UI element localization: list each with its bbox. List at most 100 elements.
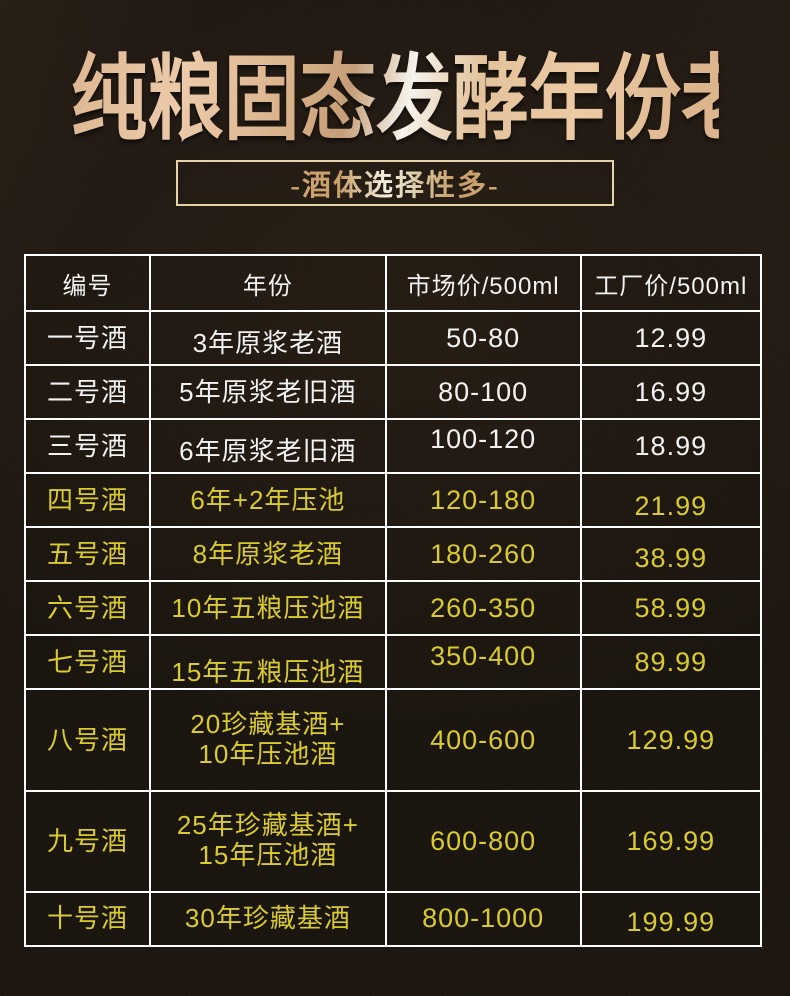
cell-vintage: 8年原浆老酒 xyxy=(149,526,387,583)
cell-number-value: 二号酒 xyxy=(47,376,129,407)
cell-market-price: 80-100 xyxy=(384,364,582,421)
cell-factory-price: 89.99 xyxy=(579,634,763,691)
table-row: 二号酒 5年原浆老旧酒 80-100 16.99 xyxy=(23,364,763,421)
cell-factory-price: 169.99 xyxy=(579,789,763,893)
cell-market-price-value: 50-80 xyxy=(446,322,521,353)
cell-number-value: 一号酒 xyxy=(47,322,129,353)
cell-vintage-value: 20珍藏基酒+ 10年压池酒 xyxy=(190,709,346,769)
cell-factory-price: 21.99 xyxy=(579,472,763,529)
cell-vintage: 6年原浆老旧酒 xyxy=(149,418,387,475)
cell-factory-price: 199.99 xyxy=(579,890,763,948)
cell-factory-price-value: 16.99 xyxy=(634,376,708,407)
cell-number: 九号酒 xyxy=(23,789,152,893)
cell-market-price-value: 260-350 xyxy=(430,592,537,623)
subtitle-box: -酒体选择性多- xyxy=(176,160,614,206)
cell-number-value: 四号酒 xyxy=(47,484,129,515)
cell-number-value: 五号酒 xyxy=(47,538,129,569)
cell-vintage-value: 6年+2年压池 xyxy=(190,484,346,515)
cell-vintage: 5年原浆老旧酒 xyxy=(149,364,387,421)
table-body: 一号酒 3年原浆老酒 50-80 12.99 二号酒 5年原浆老旧酒 80-10… xyxy=(23,309,763,948)
cell-number-value: 十号酒 xyxy=(47,903,129,934)
cell-market-price: 120-180 xyxy=(384,472,582,529)
page-title: 纯粮固态发酵年份老酒 xyxy=(71,49,790,152)
cell-market-price: 350-400 xyxy=(384,634,582,691)
cell-number: 二号酒 xyxy=(23,364,152,421)
cell-vintage: 10年五粮压池酒 xyxy=(149,580,387,637)
price-table: 编号 年份 市场价/500ml 工厂价/500ml 一号酒 3年原浆老酒 50-… xyxy=(23,254,763,948)
table-header-row: 编号 年份 市场价/500ml 工厂价/500ml xyxy=(23,254,763,312)
cell-factory-price: 12.99 xyxy=(579,309,763,367)
cell-factory-price: 18.99 xyxy=(579,418,763,475)
column-header-number: 编号 xyxy=(23,254,152,312)
cell-vintage-value: 25年珍藏基酒+ 15年压池酒 xyxy=(176,810,359,871)
cell-market-price: 600-800 xyxy=(384,789,582,893)
column-header-vintage: 年份 xyxy=(149,254,387,312)
cell-vintage: 25年珍藏基酒+ 15年压池酒 xyxy=(149,789,387,893)
cell-vintage: 15年五粮压池酒 xyxy=(149,634,387,691)
cell-vintage-value: 3年原浆老酒 xyxy=(192,327,344,358)
table-row: 三号酒 6年原浆老旧酒 100-120 18.99 xyxy=(23,418,763,475)
cell-number: 八号酒 xyxy=(23,688,152,792)
cell-vintage-value: 8年原浆老酒 xyxy=(192,538,344,569)
cell-market-price: 800-1000 xyxy=(384,890,582,948)
cell-number: 五号酒 xyxy=(23,526,152,583)
cell-market-price: 180-260 xyxy=(384,526,582,583)
cell-factory-price-value: 199.99 xyxy=(626,907,716,938)
cell-number: 四号酒 xyxy=(23,472,152,529)
cell-market-price: 50-80 xyxy=(384,309,582,367)
table-row: 五号酒 8年原浆老酒 180-260 38.99 xyxy=(23,526,763,583)
cell-number: 一号酒 xyxy=(23,309,152,367)
cell-market-price-value: 100-120 xyxy=(430,423,537,454)
cell-vintage: 20珍藏基酒+ 10年压池酒 xyxy=(149,688,387,792)
cell-number-value: 三号酒 xyxy=(47,430,129,461)
table-row: 八号酒 20珍藏基酒+ 10年压池酒 400-600 129.99 xyxy=(23,688,763,792)
cell-factory-price-value: 38.99 xyxy=(634,542,708,573)
cell-number: 三号酒 xyxy=(23,418,152,475)
cell-market-price-value: 800-1000 xyxy=(422,903,545,934)
table-row: 十号酒 30年珍藏基酒 800-1000 199.99 xyxy=(23,890,763,948)
table-row: 九号酒 25年珍藏基酒+ 15年压池酒 600-800 169.99 xyxy=(23,789,763,893)
table-row: 一号酒 3年原浆老酒 50-80 12.99 xyxy=(23,309,763,367)
cell-vintage-value: 5年原浆老旧酒 xyxy=(179,376,357,407)
cell-factory-price-value: 169.99 xyxy=(626,825,716,856)
cell-market-price-value: 180-260 xyxy=(430,538,537,569)
cell-number: 六号酒 xyxy=(23,580,152,637)
cell-market-price: 100-120 xyxy=(384,418,582,475)
column-header-market-price: 市场价/500ml xyxy=(384,254,582,312)
cell-number-value: 七号酒 xyxy=(47,646,129,677)
cell-market-price: 400-600 xyxy=(384,688,582,792)
table-row: 六号酒 10年五粮压池酒 260-350 58.99 xyxy=(23,580,763,637)
cell-factory-price-value: 21.99 xyxy=(634,490,708,521)
cell-factory-price: 38.99 xyxy=(579,526,763,583)
cell-vintage-value: 6年原浆老旧酒 xyxy=(179,435,357,466)
cell-vintage-value: 10年五粮压池酒 xyxy=(171,592,365,623)
cell-number-value: 八号酒 xyxy=(47,724,129,755)
column-header-factory-price: 工厂价/500ml xyxy=(579,254,763,312)
cell-number-value: 九号酒 xyxy=(47,825,129,856)
cell-factory-price: 129.99 xyxy=(579,688,763,792)
cell-factory-price-value: 89.99 xyxy=(634,646,708,677)
cell-market-price-value: 80-100 xyxy=(438,376,529,407)
cell-market-price-value: 600-800 xyxy=(430,825,537,856)
cell-factory-price: 58.99 xyxy=(579,580,763,637)
cell-market-price-value: 400-600 xyxy=(430,724,537,755)
cell-market-price-value: 120-180 xyxy=(430,484,537,515)
cell-factory-price-value: 12.99 xyxy=(634,322,708,353)
cell-vintage-value: 30年珍藏基酒 xyxy=(184,903,351,934)
cell-vintage: 30年珍藏基酒 xyxy=(149,890,387,948)
cell-factory-price-value: 129.99 xyxy=(626,724,716,755)
table-row: 七号酒 15年五粮压池酒 350-400 89.99 xyxy=(23,634,763,691)
cell-number: 七号酒 xyxy=(23,634,152,691)
cell-vintage-value: 15年五粮压池酒 xyxy=(171,656,365,687)
subtitle-text: -酒体选择性多- xyxy=(290,162,499,204)
cell-number-value: 六号酒 xyxy=(47,592,129,623)
cell-market-price-value: 350-400 xyxy=(430,640,537,671)
cell-factory-price: 16.99 xyxy=(579,364,763,421)
cell-vintage: 6年+2年压池 xyxy=(149,472,387,529)
table-row: 四号酒 6年+2年压池 120-180 21.99 xyxy=(23,472,763,529)
cell-vintage: 3年原浆老酒 xyxy=(149,309,387,367)
cell-market-price: 260-350 xyxy=(384,580,582,637)
cell-number: 十号酒 xyxy=(23,890,152,948)
cell-factory-price-value: 18.99 xyxy=(634,430,708,461)
cell-factory-price-value: 58.99 xyxy=(634,592,708,623)
